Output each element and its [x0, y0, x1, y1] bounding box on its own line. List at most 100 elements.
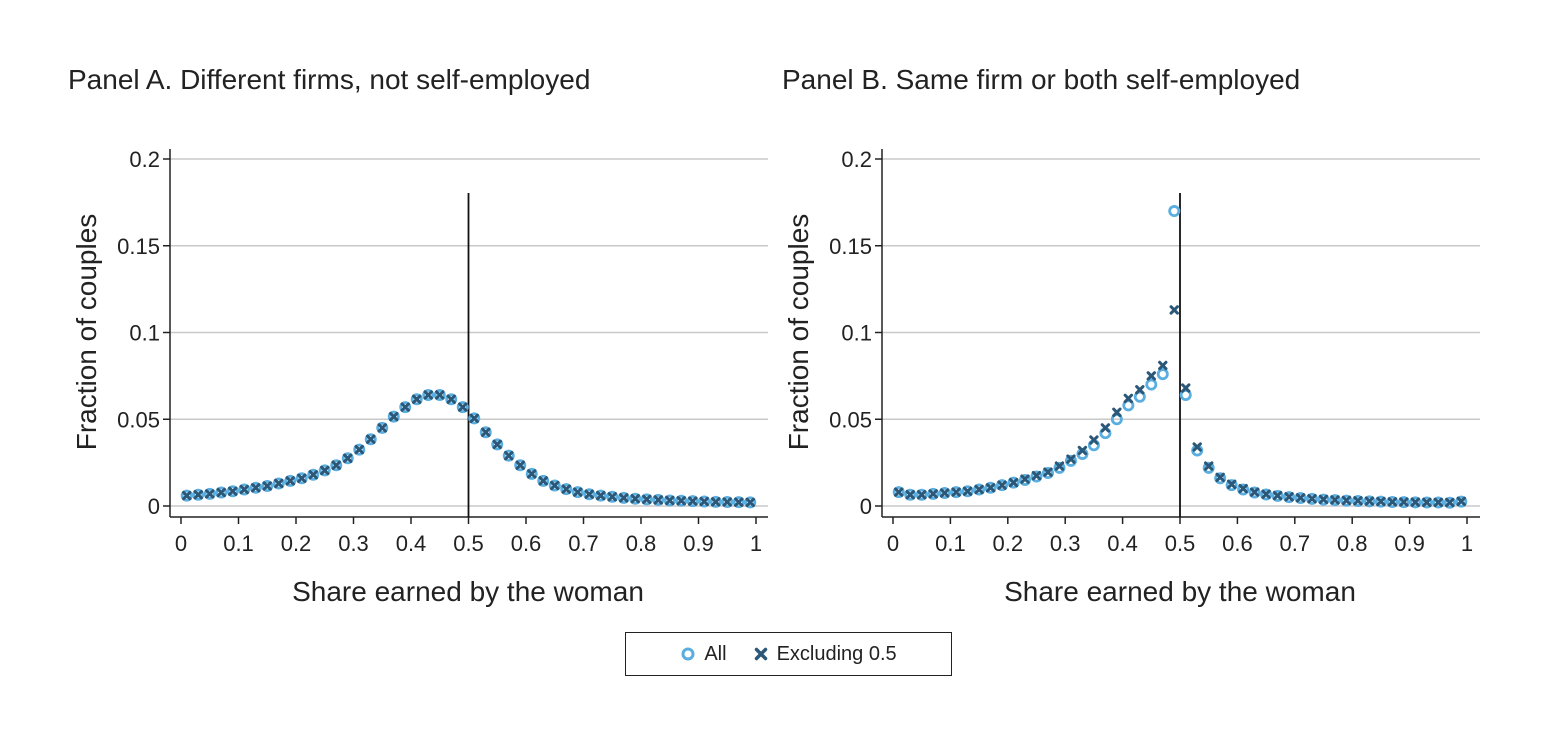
panel-b-point-excluding — [1066, 454, 1076, 464]
panel-a-point-excluding — [688, 496, 698, 506]
panel-b-xtick-label: 0.6 — [1222, 531, 1253, 556]
panel-b-point-all — [1007, 476, 1020, 489]
panel-a-point-excluding — [366, 434, 376, 444]
panel-b-xtick-label: 0.9 — [1394, 531, 1425, 556]
panel-b-point-all — [1374, 495, 1387, 508]
panel-b-point-all — [1443, 496, 1456, 509]
panel-a-point-excluding — [193, 490, 203, 500]
panel-a-point-all — [583, 488, 596, 501]
panel-b-point-all — [950, 486, 963, 499]
panel-b-point-all — [1064, 454, 1077, 467]
panel-b-plot: 0 0.05 0.1 0.15 0.2 0 0.1 0.2 0.3 0.4 0.5 0.6 0.7 0.8… — [783, 147, 1480, 607]
panel-a-point-excluding — [711, 497, 721, 507]
panel-a-xtick-label: 1 — [750, 531, 762, 556]
panel-a-series-excluding — [182, 390, 755, 508]
panel-b-point-excluding — [1146, 371, 1156, 381]
panel-b-point-excluding — [1456, 496, 1466, 507]
panel-a-point-all — [514, 459, 527, 472]
panel-b-point-excluding — [1031, 470, 1042, 481]
panel-b-point-excluding — [1100, 423, 1111, 433]
panel-a-point-all — [525, 467, 538, 480]
panel-a-point-all — [353, 443, 366, 456]
panel-b-xtick-label: 0.8 — [1337, 531, 1368, 556]
legend-marker-excluding — [754, 647, 767, 661]
panel-a-point-excluding — [630, 494, 640, 504]
panel-a-point-all — [686, 495, 699, 508]
panel-b-point-all — [1397, 496, 1410, 509]
panel-b-point-excluding — [951, 487, 961, 497]
panel-b-point-all — [1386, 496, 1399, 509]
panel-b-point-excluding — [1318, 494, 1329, 505]
panel-a-point-excluding — [607, 492, 617, 502]
panel-a-xtick-label: 0.8 — [626, 531, 657, 556]
panel-b-point-all — [1283, 491, 1296, 504]
panel-b-point-all — [1041, 467, 1054, 480]
panel-a-ytick-label: 0.05 — [117, 407, 160, 432]
panel-a-xtick-label: 0.7 — [568, 531, 599, 556]
panel-a-point-all — [341, 452, 354, 465]
panel-a-point-all — [295, 472, 308, 485]
panel-b-point-all — [996, 479, 1009, 492]
panel-a-point-all — [422, 388, 435, 401]
panel-b-point-excluding — [997, 480, 1007, 490]
panel-b-point-all — [1248, 486, 1261, 499]
panel-b-point-all — [973, 483, 986, 496]
panel-b-point-excluding — [905, 490, 915, 500]
panel-b-point-excluding — [1008, 477, 1019, 488]
panel-a-point-excluding — [389, 411, 399, 422]
panel-a-point-excluding — [665, 495, 675, 506]
panel-a-point-excluding — [745, 497, 755, 508]
panel-b-xtick-label: 0.5 — [1165, 531, 1196, 556]
panel-a-point-excluding — [734, 497, 744, 507]
panel-b-ytick-label: 0.05 — [829, 407, 872, 432]
panel-a-point-all — [468, 412, 481, 425]
panel-a-point-all — [272, 477, 285, 490]
panel-a-point-excluding — [412, 394, 422, 404]
panel-a-point-excluding — [182, 490, 192, 501]
panel-b-point-all — [1110, 413, 1123, 426]
panel-a-point-excluding — [619, 493, 629, 503]
panel-b-point-all — [904, 488, 917, 501]
panel-b-point-excluding — [1020, 474, 1030, 484]
panel-a-point-all — [744, 496, 757, 509]
panel-a-point-all — [203, 487, 216, 500]
panel-b-xtick-label: 0.7 — [1280, 531, 1311, 556]
legend-item-excluding: Excluding 0.5 — [753, 643, 897, 666]
panel-b-point-excluding — [1204, 461, 1214, 471]
panel-a-point-all — [445, 393, 458, 406]
panel-a-point-all — [307, 468, 320, 481]
panel-a-point-all — [376, 421, 389, 434]
panel-a-point-excluding — [527, 469, 537, 479]
panel-b-point-all — [1306, 492, 1319, 505]
panel-b-point-all — [1328, 494, 1341, 507]
panel-b-y-axis-label: Fraction of couples — [783, 214, 814, 451]
panel-b-point-all — [1145, 378, 1158, 391]
panel-a-point-all — [721, 496, 734, 509]
panel-b-point-excluding — [1249, 487, 1260, 497]
panel-b-point-all — [1225, 479, 1238, 492]
panel-a-point-all — [387, 410, 400, 423]
panel-b-point-excluding — [1387, 497, 1398, 507]
panel-a-point-excluding — [596, 490, 606, 501]
panel-b-point-excluding — [1364, 496, 1375, 506]
panel-b-point-all — [1363, 495, 1376, 508]
panel-b-point-all — [1420, 496, 1433, 509]
panel-a-series-all — [180, 388, 757, 509]
panel-b-point-excluding — [1433, 497, 1443, 508]
panel-a-point-excluding — [262, 481, 272, 491]
panel-b-point-excluding — [1399, 497, 1409, 507]
legend-item-all: All — [680, 643, 727, 666]
panel-b-point-excluding — [1169, 305, 1179, 315]
panel-b-point-excluding — [1307, 494, 1317, 504]
panel-a-point-all — [606, 490, 619, 503]
panel-b-xtick-label: 0.4 — [1107, 531, 1138, 556]
panel-a-point-excluding — [469, 413, 479, 424]
panel-b-point-excluding — [1261, 489, 1271, 499]
panel-b-point-all — [1237, 483, 1250, 496]
panel-b-point-excluding — [928, 489, 938, 499]
panel-a-point-excluding — [216, 487, 226, 498]
panel-a-xtick-label: 0.5 — [453, 531, 484, 556]
panel-a-point-all — [663, 494, 676, 507]
panel-b-point-excluding — [1226, 479, 1237, 490]
panel-b-point-all — [927, 487, 940, 500]
